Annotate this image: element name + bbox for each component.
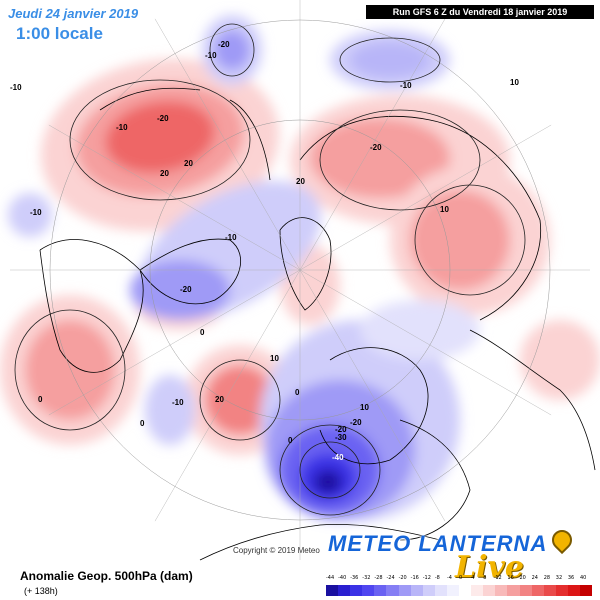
legend-swatch [350,585,363,596]
legend-tick: -32 [362,575,371,581]
contour-label: 10 [360,403,369,412]
legend-swatch [555,585,568,596]
legend-tick: 12 [495,575,502,581]
contour-label: -20 [157,114,169,123]
legend-tick: 36 [567,575,575,581]
legend-swatch [483,585,496,596]
forecast-time: 1:00 locale [16,24,103,43]
contour-label: -30 [335,433,347,442]
contour-label: -10 [30,208,42,217]
contour-label: -20 [350,418,362,427]
legend-swatch [495,585,508,596]
legend-tick: -20 [398,575,407,581]
legend-swatch [386,585,399,596]
legend-tick: -44 [326,575,335,581]
legend-tick: 0 [459,575,463,581]
copyright: Copyright © 2019 Meteo [233,546,320,555]
legend-swatch [507,585,520,596]
contour-label: 20 [296,177,305,186]
legend-tick: -12 [422,575,431,581]
map-caption: Anomalie Geop. 500hPa (dam) [20,569,193,583]
legend-tick: 40 [579,575,587,581]
legend-tick: -24 [386,575,395,581]
legend-swatch [519,585,532,596]
legend-tick: -40 [338,575,347,581]
legend-tick: 24 [531,575,538,581]
contour-label: 0 [200,328,205,337]
legend-swatch [579,585,593,596]
legend-tick: 16 [507,575,514,581]
contour-label: 20 [184,159,193,168]
legend-swatch [567,585,580,596]
contour-label: -10 [225,233,237,242]
contour-label: -10 [400,81,412,90]
legend-tick: -8 [434,575,440,581]
contour-label: 20 [215,395,224,404]
geopotential-anomaly-map: -20-10-20-102020-20-1010-10-20-101020-10… [0,0,600,561]
legend-ticks: -44 -40 -36 -32 -28 -24 -20 -16 -12 -8 -4 0 4 8 12 16 20… [326,575,592,585]
forecast-date: Jeudi 24 janvier 2019 [8,6,139,21]
legend-swatch [543,585,556,596]
legend-tick: -16 [410,575,419,581]
contour-label: 10 [440,205,449,214]
contour-label: -20 [180,285,192,294]
legend-swatch [326,585,339,596]
contour-label: -10 [116,123,128,132]
legend-tick: 4 [471,575,475,581]
legend-swatch [446,585,460,596]
contour-label: -10 [172,398,184,407]
legend-swatch [434,585,447,596]
contour-label: 0 [140,419,145,428]
contour-label: 0 [295,388,300,397]
lead-time: (+ 138h) [24,586,58,596]
contour-label: -20 [335,425,347,434]
contour-label: -40 [332,453,344,462]
model-run: Run GFS 6 Z du Vendredi 18 janvier 2019 [366,5,594,19]
contour-label: 0 [288,436,293,445]
legend-tick: -4 [446,575,452,581]
legend-swatch [422,585,435,596]
legend-tick: 32 [555,575,563,581]
legend-tick: -36 [350,575,359,581]
legend-swatch [410,585,423,596]
legend-swatch [459,585,472,596]
legend-tick: 28 [543,575,551,581]
contour-label: 20 [160,169,169,178]
logo-text: METEO LANTERNA [328,531,548,556]
legend-tick: 8 [483,575,487,581]
contour-label: -10 [10,83,22,92]
logo-live: Live [455,550,525,585]
color-legend [326,585,593,596]
legend-swatch [338,585,351,596]
legend-tick: -28 [374,575,383,581]
legend-swatch [471,585,484,596]
contour-label: 0 [38,395,43,404]
legend-tick: 20 [519,575,526,581]
contour-label: -10 [205,51,217,60]
legend-swatch [362,585,375,596]
contour-label: -20 [218,40,230,49]
contour-label: 10 [270,354,279,363]
contour-label: -20 [370,143,382,152]
legend-swatch [374,585,387,596]
legend-swatch [398,585,411,596]
legend-swatch [531,585,544,596]
contour-label: 10 [510,78,519,87]
